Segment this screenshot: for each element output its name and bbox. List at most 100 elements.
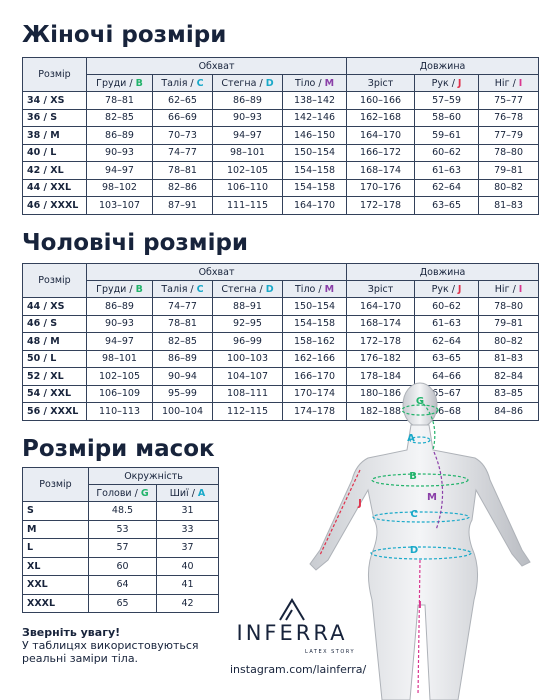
size-cell: S (22, 501, 89, 521)
cell: 150–154 (281, 143, 348, 162)
cell: 80–82 (478, 332, 540, 351)
size-cell: M (22, 519, 89, 539)
cell: 60–62 (414, 297, 480, 316)
cell: 57–59 (414, 91, 480, 110)
data-row: L 57 37 (22, 538, 220, 558)
group-header: Обхват (85, 263, 348, 281)
column-letter: J (457, 77, 462, 89)
cell: 86–89 (212, 91, 283, 110)
cell: 60 (88, 556, 157, 576)
column-label: Зріст (367, 283, 394, 295)
column-letter: D (265, 77, 274, 89)
column-letter: B (135, 77, 143, 89)
cell: 61–63 (414, 161, 480, 180)
column-label: Ніг / (494, 77, 516, 89)
size-cell: 34 / XS (22, 91, 87, 110)
cell: 100–104 (152, 402, 213, 421)
header-row: Розмір Обхват Довжина (22, 57, 540, 92)
cell: 81–83 (478, 196, 540, 215)
data-row: 36 / S 82–85 66–69 90–93 142–146 162–168 58–60… (22, 108, 540, 127)
cell: 172–178 (346, 196, 416, 215)
cell: 60–62 (414, 143, 480, 162)
cell: 94–97 (212, 126, 283, 145)
cell: 168–174 (346, 314, 416, 333)
cell: 160–166 (346, 91, 416, 110)
column-label: Груди / (96, 283, 133, 295)
column-letter: I (518, 283, 523, 295)
cell: 90–93 (86, 314, 153, 333)
column-header: Груди / B (86, 280, 153, 298)
size-cell: XL (22, 556, 89, 576)
cell: 111–115 (212, 196, 283, 215)
size-cell: 50 / L (22, 349, 87, 368)
cell: 112–115 (212, 402, 283, 421)
subheader-row: Груди / B Талія / C Стегна / D Тіло / M Зріст Рук… (23, 280, 540, 298)
size-header: Розмір (22, 57, 87, 92)
cell: 59–61 (414, 126, 480, 145)
cell: 174–178 (281, 402, 348, 421)
cell: 57 (88, 538, 157, 558)
cell: 150–154 (281, 297, 348, 316)
figure-label: I (418, 600, 422, 611)
column-letter: C (196, 77, 204, 89)
size-cell: 46 / S (22, 314, 87, 333)
column-letter: G (140, 487, 149, 499)
cell: 78–81 (86, 91, 153, 110)
data-row: 56 / XXXL 110–113 100–104 112–115 174–178 182… (22, 402, 540, 421)
figure-label: M (427, 492, 437, 503)
figure-label: C (410, 509, 417, 520)
cell: 82–85 (86, 108, 153, 127)
cell: 63–65 (414, 349, 480, 368)
instagram[interactable]: instagram.com/lainferra/ (230, 663, 367, 676)
cell: 95–99 (152, 384, 213, 403)
column-header: Зріст (346, 74, 416, 92)
cell: 106–109 (86, 384, 153, 403)
data-row: 44 / XS 86–89 74–77 88–91 150–154 164–170 60–6… (22, 297, 540, 316)
cell: 98–102 (86, 178, 153, 197)
cell: 74–77 (152, 143, 213, 162)
cell: 82–86 (152, 178, 213, 197)
men-title: Чоловічі розміри (22, 230, 249, 256)
cell: 82–85 (152, 332, 213, 351)
cell: 94–97 (86, 332, 153, 351)
figure-label: A (407, 433, 415, 444)
cell: 103–107 (86, 196, 153, 215)
group-header: Довжина (346, 263, 540, 281)
cell: 79–81 (478, 161, 540, 180)
cell: 146–150 (281, 126, 348, 145)
cell: 162–166 (281, 349, 348, 368)
column-label: Зріст (367, 77, 394, 89)
column-header: Тіло / M (281, 74, 348, 92)
notice: Зверніть увагу! У таблицях використовуют… (22, 626, 232, 665)
cell: 64 (88, 575, 157, 595)
column-header: Ніг / I (478, 280, 540, 298)
cell: 182–188 (346, 402, 416, 421)
cell: 79–81 (478, 314, 540, 333)
column-label: Рук / (431, 283, 455, 295)
cell: 94–97 (86, 161, 153, 180)
data-row: XXL 64 41 (22, 575, 220, 595)
data-row: 54 / XXL 106–109 95–99 108–111 170–174 180–18… (22, 384, 540, 403)
cell: 65 (88, 593, 157, 613)
column-letter: M (324, 283, 335, 295)
group-header: Довжина (346, 57, 540, 75)
column-label: Талія / (161, 283, 194, 295)
cell: 172–178 (346, 332, 416, 351)
cell: 37 (155, 538, 220, 558)
size-cell: XXL (22, 575, 89, 595)
data-row: 34 / XS 78–81 62–65 86–89 138–142 160–166 57–5… (22, 91, 540, 110)
figure-label: J (357, 498, 362, 509)
cell: 92–95 (212, 314, 283, 333)
cell: 106–110 (212, 178, 283, 197)
subheader-row: Груди / B Талія / C Стегна / D Тіло / M Зріст Рук… (23, 74, 540, 92)
cell: 164–170 (281, 196, 348, 215)
cell: 62–64 (414, 178, 480, 197)
column-header: Голови / G (88, 484, 157, 502)
figure-label: G (416, 396, 424, 407)
cell: 86–89 (86, 297, 153, 316)
cell: 81–83 (478, 349, 540, 368)
notice-text: У таблицях використовуються реальні замі… (22, 639, 199, 665)
cell: 63–65 (414, 196, 480, 215)
cell: 86–89 (86, 126, 153, 145)
cell: 62–65 (152, 91, 213, 110)
